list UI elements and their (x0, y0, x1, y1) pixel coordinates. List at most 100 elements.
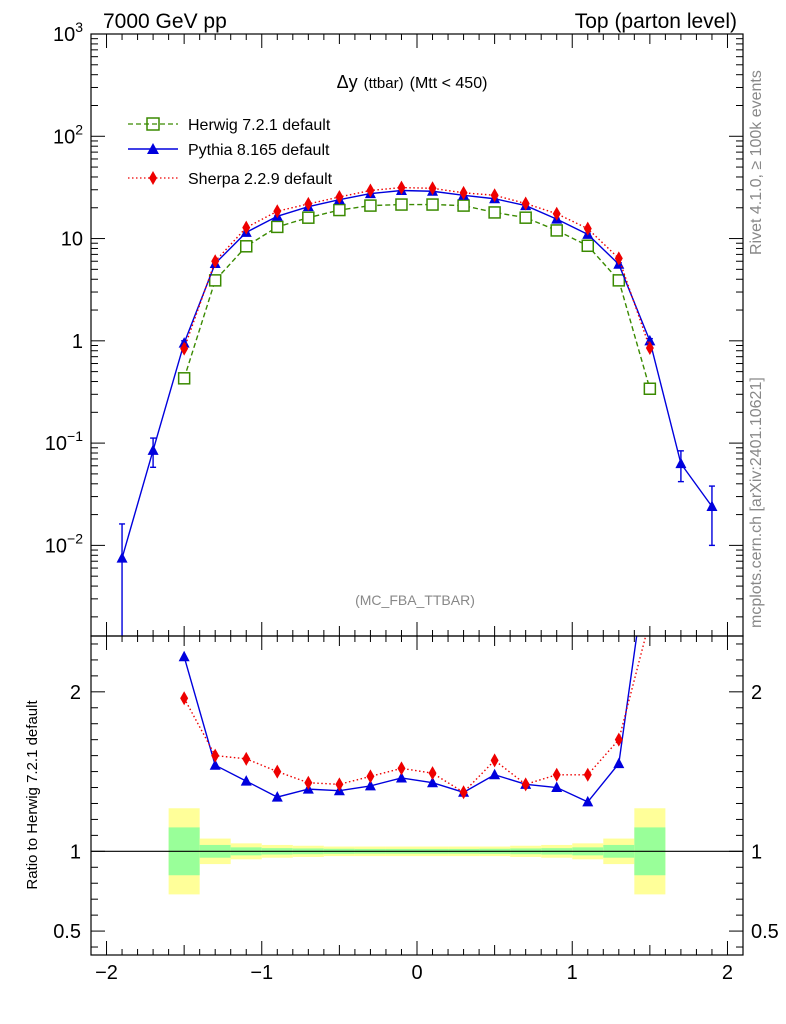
xtick-label: 2 (722, 962, 733, 984)
data-point-sherpa (521, 196, 530, 211)
data-point-sherpa (211, 254, 220, 269)
data-point-herwig (612, 274, 626, 287)
ratio-point-pythia (240, 775, 252, 786)
legend: Herwig 7.2.1 default Pythia 8.165 defaul… (128, 117, 333, 188)
ratio-point-sherpa (552, 767, 561, 782)
xtick-label: −2 (95, 962, 118, 984)
data-point-herwig (333, 203, 346, 217)
title-symbol: Δy (337, 72, 358, 92)
data-point-herwig (426, 198, 439, 211)
ratio-series-group (178, 536, 655, 807)
legend-herwig-label: Herwig 7.2.1 default (188, 117, 331, 134)
header-right: Top (parton level) (575, 10, 737, 33)
ratio-point-pythia (489, 768, 501, 780)
data-point-sherpa (459, 185, 468, 200)
data-point-sherpa (273, 204, 282, 219)
ratio-ytick-label-right: 0.5 (751, 921, 779, 943)
title-cut: (Mtt < 450) (410, 75, 488, 92)
data-point-herwig (519, 211, 532, 224)
xtick-label: 1 (567, 962, 578, 984)
ratio-point-pythia (209, 759, 221, 770)
legend-herwig-marker (146, 117, 160, 131)
ratio-line-pythia (183, 636, 638, 803)
main-ytick-label: 10 (61, 229, 83, 251)
data-point-herwig (302, 211, 315, 224)
ratio-point-pythia (271, 791, 283, 802)
data-point-pythia (644, 334, 656, 346)
ratio-point-pythia (644, 536, 655, 547)
rivet-label: Rivet 4.1.0, ≥ 100k events (748, 70, 765, 255)
legend-pythia-marker (147, 143, 159, 154)
ratio-point-pythia (427, 776, 439, 788)
data-point-herwig (239, 240, 253, 253)
ratio-ytick-label-right: 2 (751, 682, 762, 704)
ratio-line-sherpa (183, 636, 647, 794)
data-point-sherpa (645, 341, 654, 356)
series-line-herwig (183, 203, 651, 389)
ratio-point-sherpa (304, 775, 313, 790)
analysis-label: (MC_FBA_TTBAR) (355, 592, 475, 608)
ratio-ylabel: Ratio to Herwig 7.2.1 default (24, 700, 41, 890)
data-point-herwig (488, 206, 501, 219)
ratio-point-sherpa (180, 691, 189, 706)
ratio-point-sherpa (459, 785, 468, 800)
data-point-herwig (581, 239, 595, 253)
data-point-herwig (457, 199, 470, 212)
data-point-sherpa (335, 189, 344, 204)
data-point-herwig (643, 382, 657, 395)
main-ytick-label: 102 (53, 121, 83, 148)
main-series-group (116, 180, 718, 636)
mcplots-label: mcplots.cern.ch [arXiv:2401.10621] (748, 377, 765, 628)
data-point-sherpa (304, 196, 313, 211)
xtick-label: −1 (250, 962, 273, 984)
title-main: (ttbar) (364, 75, 404, 92)
plot-title: Δy (ttbar) (Mtt < 450) (337, 72, 488, 92)
data-point-herwig (550, 224, 563, 237)
main-ytick-label: 10−1 (45, 428, 83, 455)
data-point-sherpa (614, 251, 623, 266)
data-point-pythia (675, 457, 687, 469)
data-point-sherpa (242, 220, 251, 235)
ratio-point-sherpa (521, 777, 530, 792)
series-line-sherpa (183, 186, 651, 349)
data-point-pythia (116, 552, 128, 563)
header-left: 7000 GeV pp (103, 10, 227, 33)
ratio-point-sherpa (211, 748, 220, 763)
ratio-point-sherpa (428, 766, 437, 781)
series-line-pythia (121, 189, 713, 559)
ratio-plot: 0.5 0.5 1 1 2 2 −2 −1 0 1 2 (53, 536, 779, 984)
ratio-ytick-label-right: 1 (751, 841, 762, 863)
data-point-sherpa (490, 188, 499, 203)
ratio-point-sherpa (490, 753, 499, 768)
data-point-herwig (208, 274, 222, 287)
ratio-ytick-label: 1 (70, 841, 81, 863)
ratio-point-sherpa (583, 767, 592, 782)
main-ytick-label: 103 (53, 19, 83, 46)
data-point-pythia (706, 500, 718, 511)
ratio-point-sherpa (397, 761, 406, 776)
data-point-sherpa (366, 183, 375, 198)
data-point-herwig (395, 198, 408, 211)
ratio-point-sherpa (242, 751, 251, 766)
xtick-label: 0 (411, 962, 422, 984)
data-point-sherpa (583, 221, 592, 236)
legend-sherpa-marker (149, 171, 157, 185)
ratio-point-sherpa (273, 764, 282, 779)
data-point-sherpa (428, 181, 437, 196)
ratio-point-pythia (582, 795, 594, 807)
data-point-herwig (271, 220, 284, 234)
main-ytick-label: 10−2 (45, 530, 83, 557)
ratio-point-sherpa (614, 732, 623, 747)
ratio-point-sherpa (366, 769, 375, 784)
main-ytick-label: 1 (72, 331, 83, 353)
ratio-point-sherpa (335, 777, 344, 792)
legend-pythia-label: Pythia 8.165 default (188, 142, 330, 159)
ratio-ytick-label: 2 (70, 682, 81, 704)
ratio-point-sherpa (646, 613, 654, 627)
data-point-pythia (147, 444, 159, 455)
ratio-frame (90, 635, 744, 956)
data-point-sherpa (397, 180, 406, 195)
data-point-sherpa (552, 206, 561, 221)
ratio-point-pythia (364, 779, 376, 791)
